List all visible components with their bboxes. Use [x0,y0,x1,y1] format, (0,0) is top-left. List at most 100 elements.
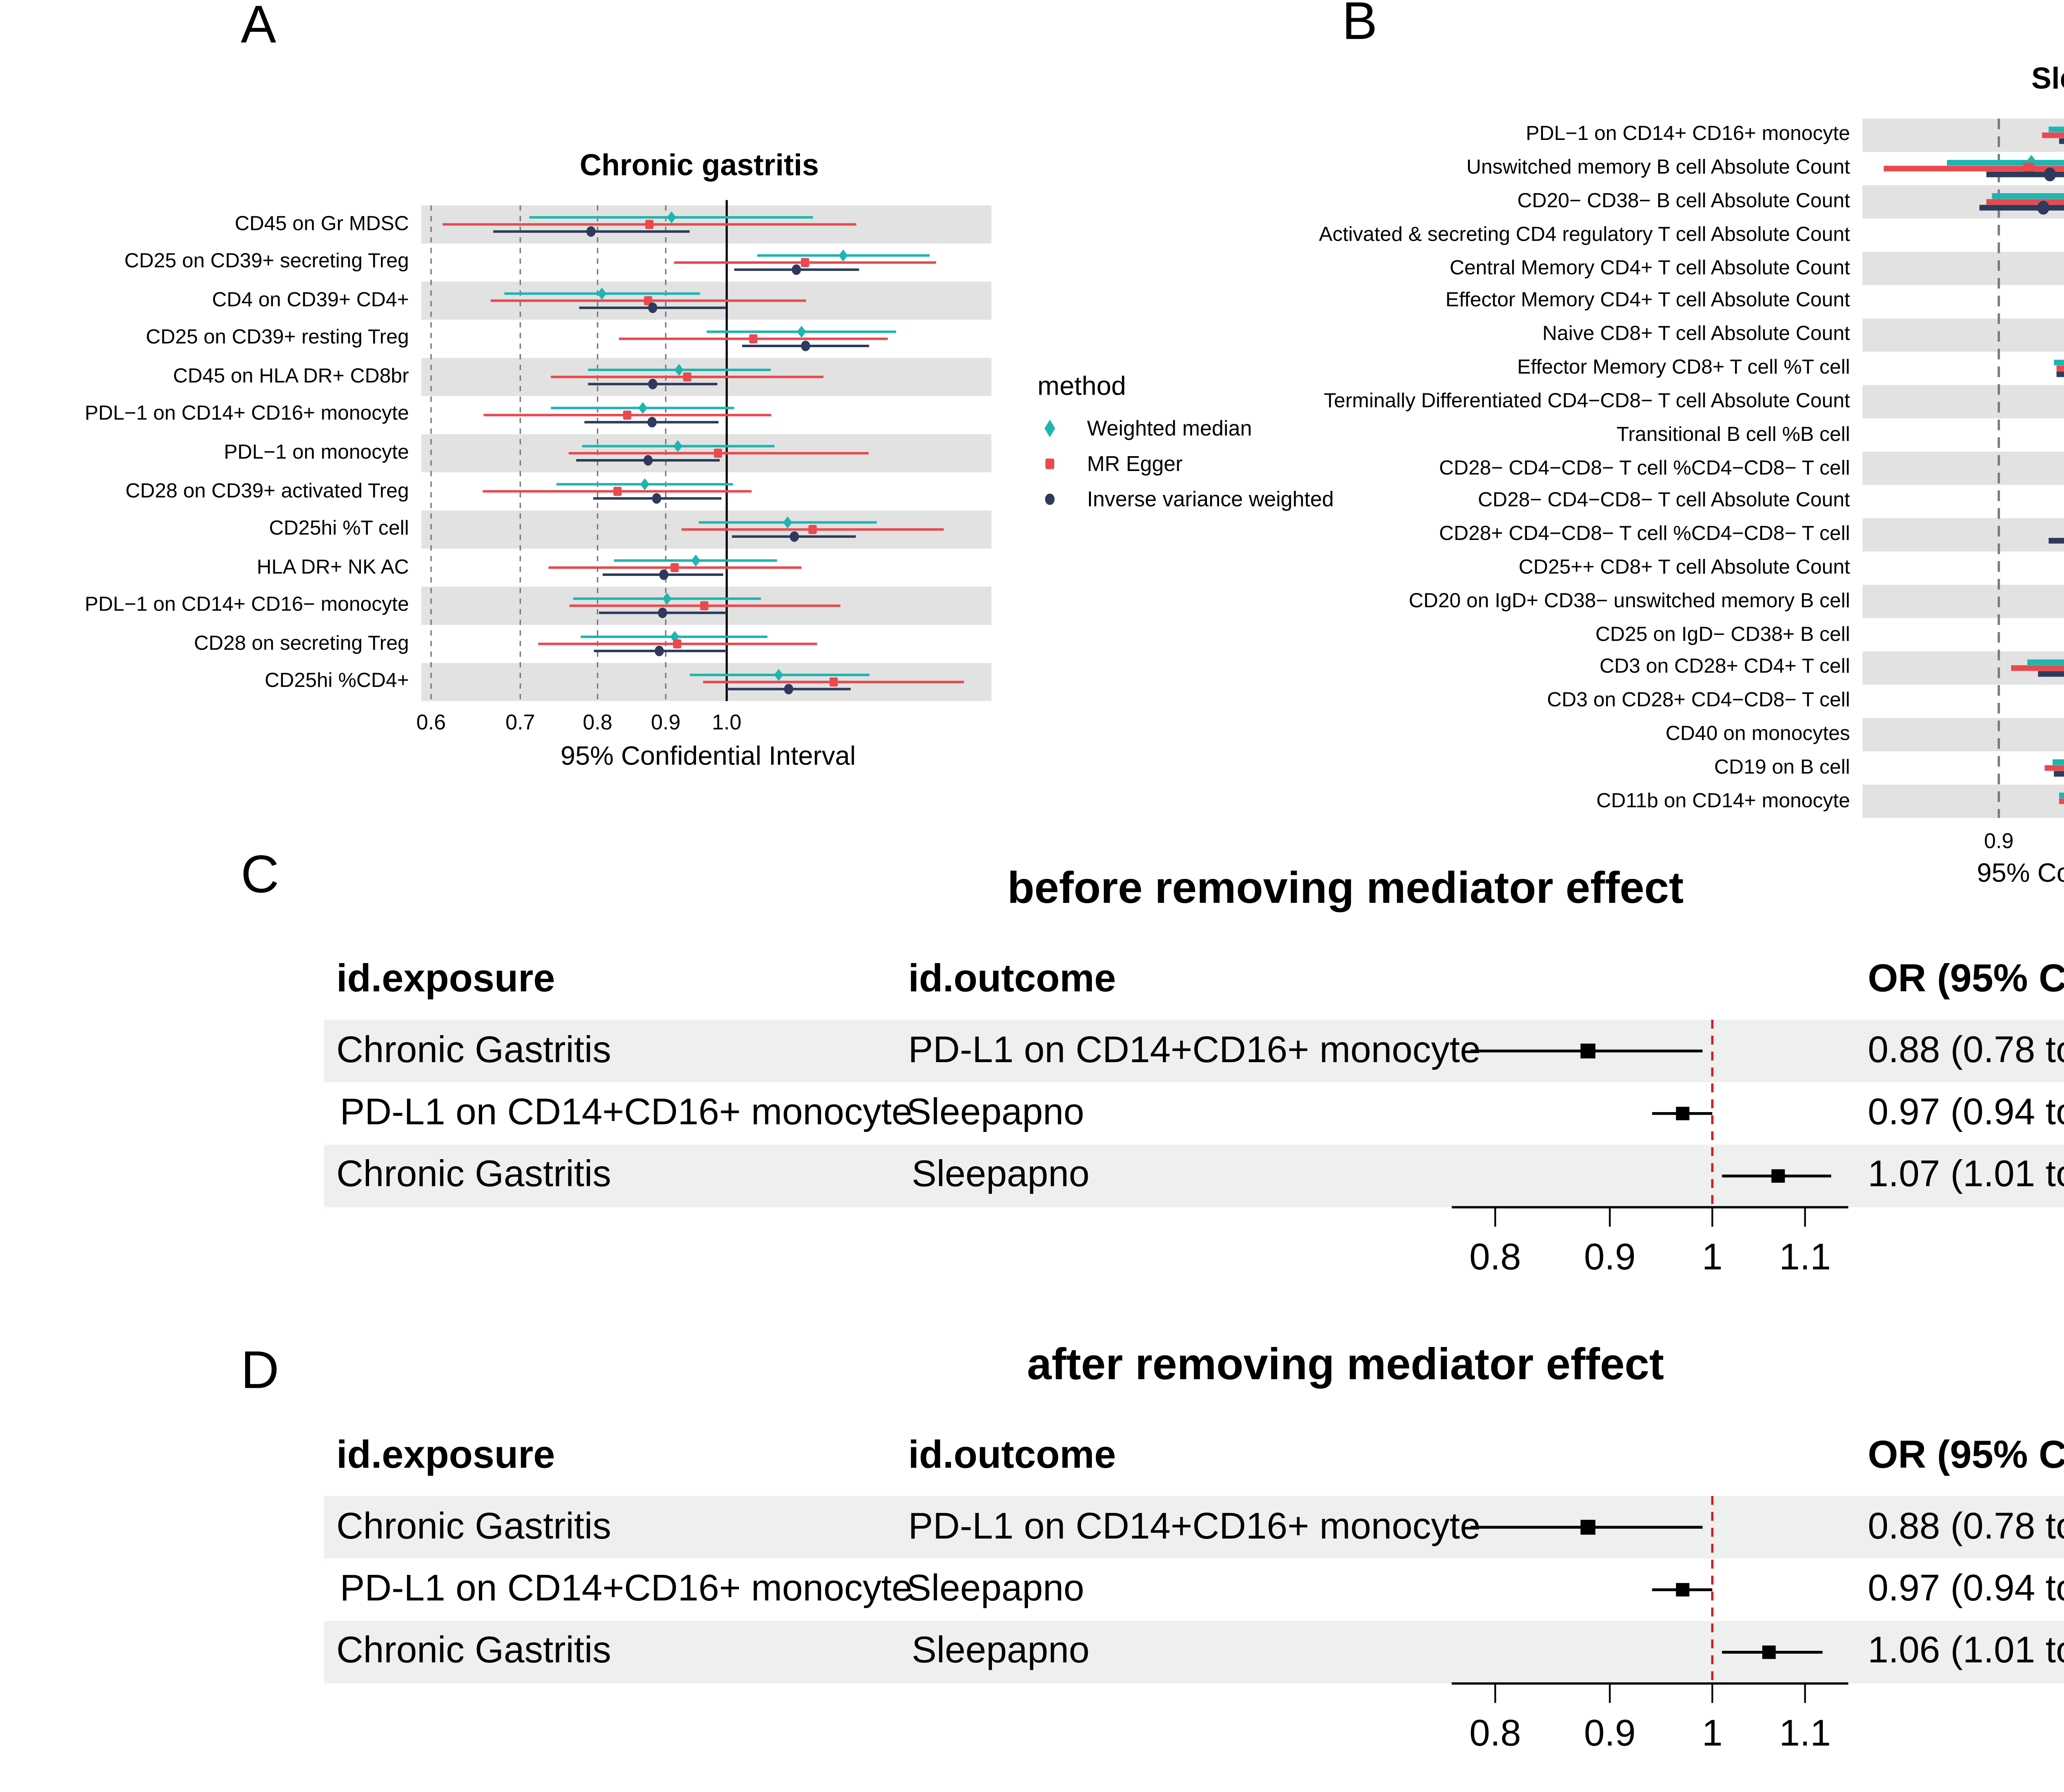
weighted_median-point [640,478,650,490]
square-icon [1037,452,1062,476]
y-axis-label: PDL−1 on CD14+ CD16+ monocyte [85,404,409,426]
ivw-point [648,379,658,390]
weighted_median-point [673,440,683,452]
point-estimate [1580,1520,1595,1535]
panel-letter-b: B [1342,0,1378,52]
forest-row [1884,155,2064,182]
y-axis-label: CD19 on B cell [1714,757,1850,779]
x-tick-label: 0.9 [1584,1237,1636,1278]
row-band [1862,452,2064,485]
point-estimate [1676,1107,1690,1120]
forest-row [568,440,869,466]
exposure-cell: Chronic Gastritis [336,1155,611,1195]
mr_egger-point [749,334,757,343]
mr_egger-point [670,563,679,573]
table-row-band [324,1020,2064,1082]
or-ci-cell: 1.07 (1.01 to 1.13) [1868,1155,2064,1195]
row-band [1862,518,2064,552]
mr_egger-point [700,601,709,611]
table-row-band [324,1496,2064,1559]
forest-row [682,516,944,542]
or-ci-cell: 0.88 (0.78 to 0.99) [1868,1030,2064,1071]
y-axis-label: Activated & secreting CD4 regulatory T c… [1319,224,1850,246]
outcome-cell: PD-L1 on CD14+CD16+ monocyte [908,1030,1481,1071]
panel-a-title: Chronic gastritis [580,149,819,182]
y-axis-label: CD3 on CD28+ CD4+ T cell [1599,657,1850,679]
y-axis-label: Effector Memory CD4+ T cell Absolute Cou… [1445,291,1850,312]
y-axis-label: CD28 on secreting Treg [194,633,409,655]
forest-row [674,249,936,275]
x-tick-label: 1.0 [712,710,742,735]
panel-a-x-axis-title: 95% Confidential Interval [560,741,856,772]
legend-item-weighted-median: Weighted median [1037,416,1334,441]
or-ci-cell: 0.97 (0.94 to 1.00) [1868,1092,2064,1133]
x-tick-label: 0.9 [651,710,681,735]
mr_egger-point [2023,162,2034,175]
weighted_median-point [674,364,684,376]
point-estimate [1771,1169,1785,1183]
forest-row [551,364,824,390]
x-tick-label: 1 [1702,1713,1723,1754]
y-axis-label: PDL−1 on CD14+ CD16− monocyte [85,595,409,617]
point-estimate [1676,1583,1690,1597]
y-axis-label: CD25 on CD39+ resting Treg [146,328,409,350]
ivw-point [648,302,658,313]
panel-letter-a: A [241,0,277,55]
forest-row [490,287,806,313]
mr_egger-point [673,639,682,649]
mr_egger-point [714,448,722,458]
x-tick-label: 0.9 [1584,1713,1636,1754]
mr_egger-point [683,372,691,382]
y-axis-label: HLA DR+ NK AC [256,557,409,578]
forest-row [538,631,817,656]
or-ci-cell: 0.88 (0.78 to 0.99) [1868,1506,2064,1547]
outcome-cell: Sleepapno [911,1155,1090,1195]
column-header: id.exposure [336,1432,555,1477]
outcome-cell: PD-L1 on CD14+CD16+ monocyte [908,1506,1481,1547]
x-tick-label: 1 [1702,1237,1723,1278]
mr_egger-point [645,220,654,229]
forest-row [443,211,857,237]
legend-label: Weighted median [1087,416,1252,441]
y-axis-label: Transitional B cell %B cell [1617,424,1850,446]
weighted_median-point [638,402,648,414]
forest-row [569,592,840,618]
panel-c-title: before removing mediator effect [1007,864,1684,914]
ivw-point [801,341,810,351]
weighted_median-point [838,249,848,262]
y-axis-label: CD28− CD4−CD8− T cell %CD4−CD8− T cell [1439,457,1850,479]
y-axis-label: CD11b on CD14+ monocyte [1596,791,1850,812]
x-tick-label: 0.7 [505,710,535,735]
row-band [1862,118,2064,152]
x-tick-label: 0.8 [1469,1237,1521,1278]
mr_egger-point [801,258,810,267]
legend-item-mr-egger: MR Egger [1037,452,1334,476]
weighted_median-point [667,211,676,224]
ivw-point [792,264,801,275]
forest-row [1979,193,2064,215]
weighted_median-point [797,326,806,338]
y-axis-label: CD25++ CD8+ T cell Absolute Count [1518,557,1850,579]
y-axis-label: CD3 on CD28+ CD4−CD8− T cell [1547,691,1850,712]
y-axis-label: CD25hi %CD4+ [265,671,409,693]
legend-label: MR Egger [1087,451,1183,476]
point-estimate [1580,1043,1595,1058]
forest-row [2042,126,2064,144]
exposure-cell: PD-L1 on CD14+CD16+ monocyte [340,1568,913,1610]
y-axis-label: CD28− CD4−CD8− T cell Absolute Count [1478,491,1850,512]
y-axis-label: Central Memory CD4+ T cell Absolute Coun… [1449,258,1850,279]
ivw-point [643,455,653,466]
panel-b-title: Sleep apnea [2031,62,2064,96]
row-band [1862,784,2064,818]
legend-label: Inverse variance weighted [1087,487,1334,512]
ivw-point [654,646,664,656]
x-tick-label: 0.6 [416,710,446,735]
y-axis-label: CD28 on CD39+ activated Treg [125,481,409,502]
y-axis-label: CD20 on IgD+ CD38− unswitched memory B c… [1408,591,1850,612]
forest-row [2011,659,2064,677]
y-axis-label: Terminally Differentiated CD4−CD8− T cel… [1323,391,1850,412]
ivw-point [2037,201,2050,215]
